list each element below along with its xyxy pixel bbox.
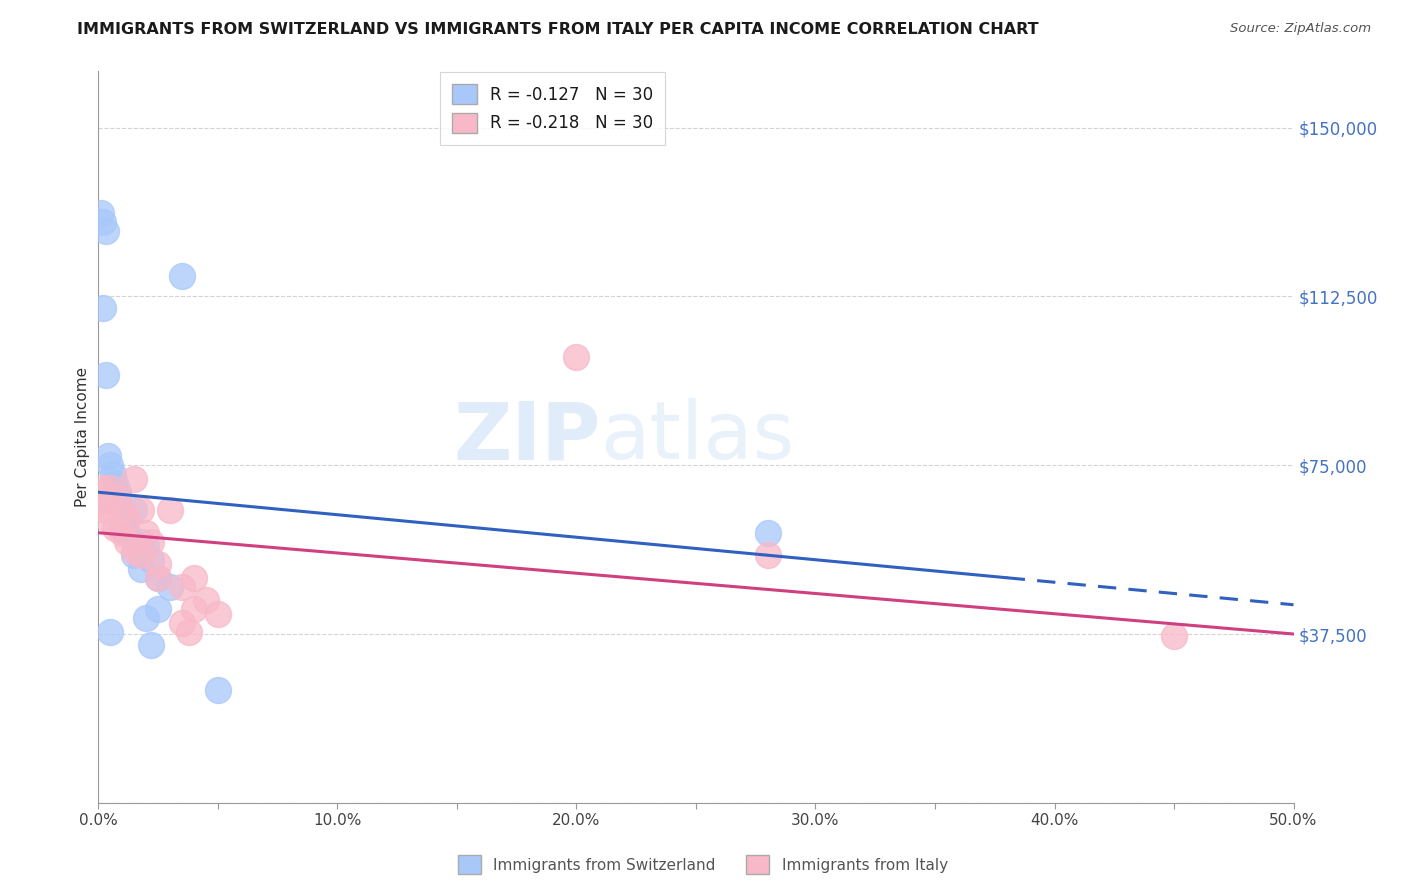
Legend: R = -0.127   N = 30, R = -0.218   N = 30: R = -0.127 N = 30, R = -0.218 N = 30 — [440, 72, 665, 145]
Point — [159, 503, 181, 517]
Point — [94, 368, 117, 383]
Point — [135, 611, 157, 625]
Point — [131, 562, 153, 576]
Point — [124, 543, 146, 558]
Point — [135, 525, 157, 540]
Point — [104, 476, 127, 491]
Point — [139, 638, 162, 652]
Point — [98, 624, 122, 639]
Point — [98, 458, 122, 473]
Point — [183, 602, 205, 616]
Point — [111, 503, 134, 517]
Text: Source: ZipAtlas.com: Source: ZipAtlas.com — [1230, 22, 1371, 36]
Point — [107, 485, 129, 500]
Point — [124, 548, 146, 562]
Point — [115, 534, 138, 549]
Point — [756, 548, 779, 562]
Point — [107, 490, 129, 504]
Point — [756, 525, 779, 540]
Point — [207, 607, 229, 621]
Point — [131, 503, 153, 517]
Point — [90, 481, 112, 495]
Point — [131, 548, 153, 562]
Point — [94, 503, 117, 517]
Point — [148, 602, 170, 616]
Point — [159, 580, 181, 594]
Point — [94, 494, 117, 508]
Point — [148, 571, 170, 585]
Legend: Immigrants from Switzerland, Immigrants from Italy: Immigrants from Switzerland, Immigrants … — [453, 849, 953, 880]
Point — [115, 512, 138, 526]
Point — [124, 503, 146, 517]
Text: ZIP: ZIP — [453, 398, 600, 476]
Point — [565, 350, 588, 364]
Point — [91, 301, 114, 315]
Text: IMMIGRANTS FROM SWITZERLAND VS IMMIGRANTS FROM ITALY PER CAPITA INCOME CORRELATI: IMMIGRANTS FROM SWITZERLAND VS IMMIGRANT… — [77, 22, 1039, 37]
Point — [195, 593, 218, 607]
Point — [1163, 629, 1185, 643]
Y-axis label: Per Capita Income: Per Capita Income — [75, 367, 90, 508]
Point — [148, 558, 170, 572]
Point — [183, 571, 205, 585]
Point — [124, 472, 146, 486]
Point — [98, 481, 122, 495]
Point — [135, 539, 157, 553]
Point — [148, 571, 170, 585]
Text: atlas: atlas — [600, 398, 794, 476]
Point — [172, 580, 194, 594]
Point — [172, 269, 194, 284]
Point — [115, 512, 138, 526]
Point — [101, 467, 124, 482]
Point — [97, 512, 120, 526]
Point — [172, 615, 194, 630]
Point — [139, 553, 162, 567]
Point — [91, 494, 114, 508]
Point — [139, 534, 162, 549]
Point — [111, 521, 134, 535]
Point — [115, 525, 138, 540]
Point — [94, 224, 117, 238]
Point — [111, 525, 134, 540]
Point — [104, 521, 127, 535]
Point — [90, 206, 112, 220]
Point — [131, 534, 153, 549]
Point — [179, 624, 201, 639]
Point — [91, 215, 114, 229]
Point — [97, 449, 120, 463]
Point — [111, 503, 134, 517]
Point — [207, 683, 229, 698]
